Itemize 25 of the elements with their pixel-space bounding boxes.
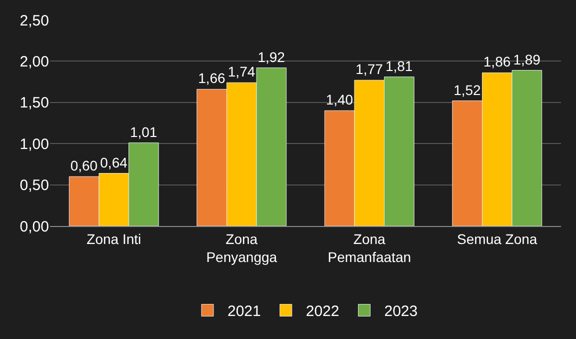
data-label: 1,74: [228, 64, 256, 80]
data-label: 1,52: [454, 82, 482, 98]
legend-label: 2022: [306, 303, 340, 320]
data-label: 1,77: [356, 61, 384, 78]
y-tick-label: 0,50: [20, 177, 49, 194]
data-label: 1,86: [483, 54, 511, 70]
x-tick-label: Zona Inti: [86, 230, 142, 247]
data-label: 0,64: [100, 154, 128, 170]
legend-label: 2021: [228, 303, 261, 320]
data-label: 1,89: [513, 51, 541, 68]
data-label: 1,01: [130, 124, 158, 140]
y-tick-label: 1,00: [20, 136, 49, 153]
data-label: 1,92: [258, 48, 286, 65]
x-tick-label: Zona Pemanfaatan: [328, 230, 412, 265]
legend-label: 2023: [384, 303, 418, 320]
y-tick-label: 2,00: [20, 53, 49, 70]
data-label: 1,66: [198, 70, 226, 86]
data-label: 1,81: [385, 58, 413, 74]
x-tick-label: Zona Penyangga: [206, 230, 278, 265]
x-tick-label: Semua Zona: [457, 230, 538, 247]
y-tick-label: 1,50: [20, 94, 49, 112]
data-label: 0,60: [70, 158, 98, 174]
data-label: 1,40: [326, 92, 354, 108]
y-tick-label: 0,00: [20, 218, 49, 236]
y-tick-label: 2,50: [20, 12, 49, 30]
